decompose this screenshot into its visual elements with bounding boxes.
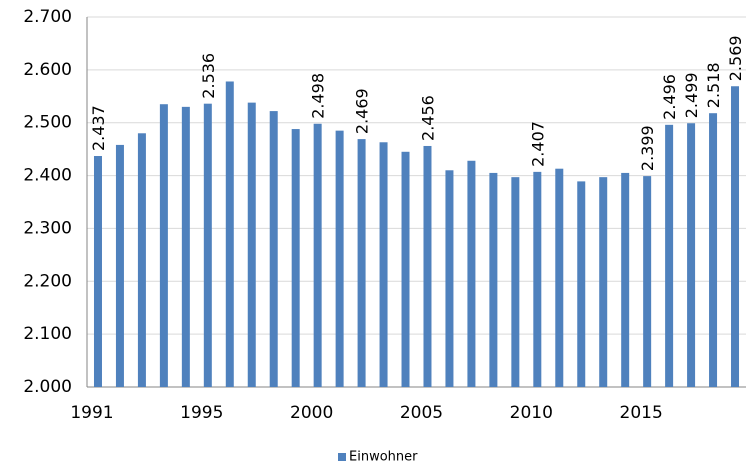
bar [731, 86, 740, 387]
bar [687, 123, 696, 387]
data-label: 2.569 [726, 35, 745, 81]
y-tick-label: 2.500 [23, 113, 72, 133]
bar [93, 156, 102, 387]
data-label: 2.469 [353, 88, 372, 134]
data-label: 2.456 [418, 95, 437, 141]
bar [247, 102, 256, 387]
data-label: 2.536 [199, 53, 218, 99]
bar [137, 133, 146, 387]
y-tick-label: 2.100 [23, 324, 72, 344]
x-tick-label: 2010 [510, 403, 553, 423]
bar [489, 172, 498, 387]
bar [511, 177, 520, 387]
bar [665, 124, 674, 387]
bar [423, 145, 432, 387]
bar [291, 129, 300, 388]
legend-swatch [338, 453, 346, 461]
bar [555, 168, 564, 387]
bar [621, 172, 630, 387]
x-tick-label: 2005 [400, 403, 443, 423]
data-label: 2.499 [682, 72, 701, 118]
bar [181, 106, 190, 387]
bar [357, 139, 366, 387]
bar [533, 171, 542, 387]
y-tick-label: 2.300 [23, 218, 72, 238]
bar [709, 113, 718, 387]
bar [115, 144, 124, 387]
data-label: 2.399 [638, 125, 657, 171]
bar [577, 181, 586, 387]
x-tick-label: 2015 [620, 403, 663, 423]
bar [643, 176, 652, 387]
x-tick-label: 1995 [180, 403, 223, 423]
data-label: 2.437 [89, 105, 108, 151]
data-label: 2.518 [704, 62, 723, 108]
legend-label: Einwohner [349, 450, 418, 465]
bar [203, 103, 212, 387]
y-tick-label: 2.400 [23, 166, 72, 186]
data-label: 2.496 [660, 74, 679, 120]
bar [401, 151, 410, 387]
bar [445, 170, 454, 387]
x-tick-label: 1991 [70, 403, 113, 423]
bar [335, 130, 344, 387]
data-label: 2.407 [528, 121, 547, 167]
y-tick-label: 2.200 [23, 271, 72, 291]
bar [159, 104, 168, 387]
bar [379, 142, 388, 387]
bar [467, 160, 476, 387]
bar [269, 111, 278, 387]
x-tick-label: 2000 [290, 403, 333, 423]
y-tick-label: 2.700 [23, 7, 72, 27]
data-label: 2.498 [309, 73, 328, 119]
bar [599, 177, 608, 387]
bar [225, 81, 234, 387]
y-tick-label: 2.000 [23, 377, 72, 397]
y-tick-label: 2.600 [23, 60, 72, 80]
bar [313, 123, 322, 388]
